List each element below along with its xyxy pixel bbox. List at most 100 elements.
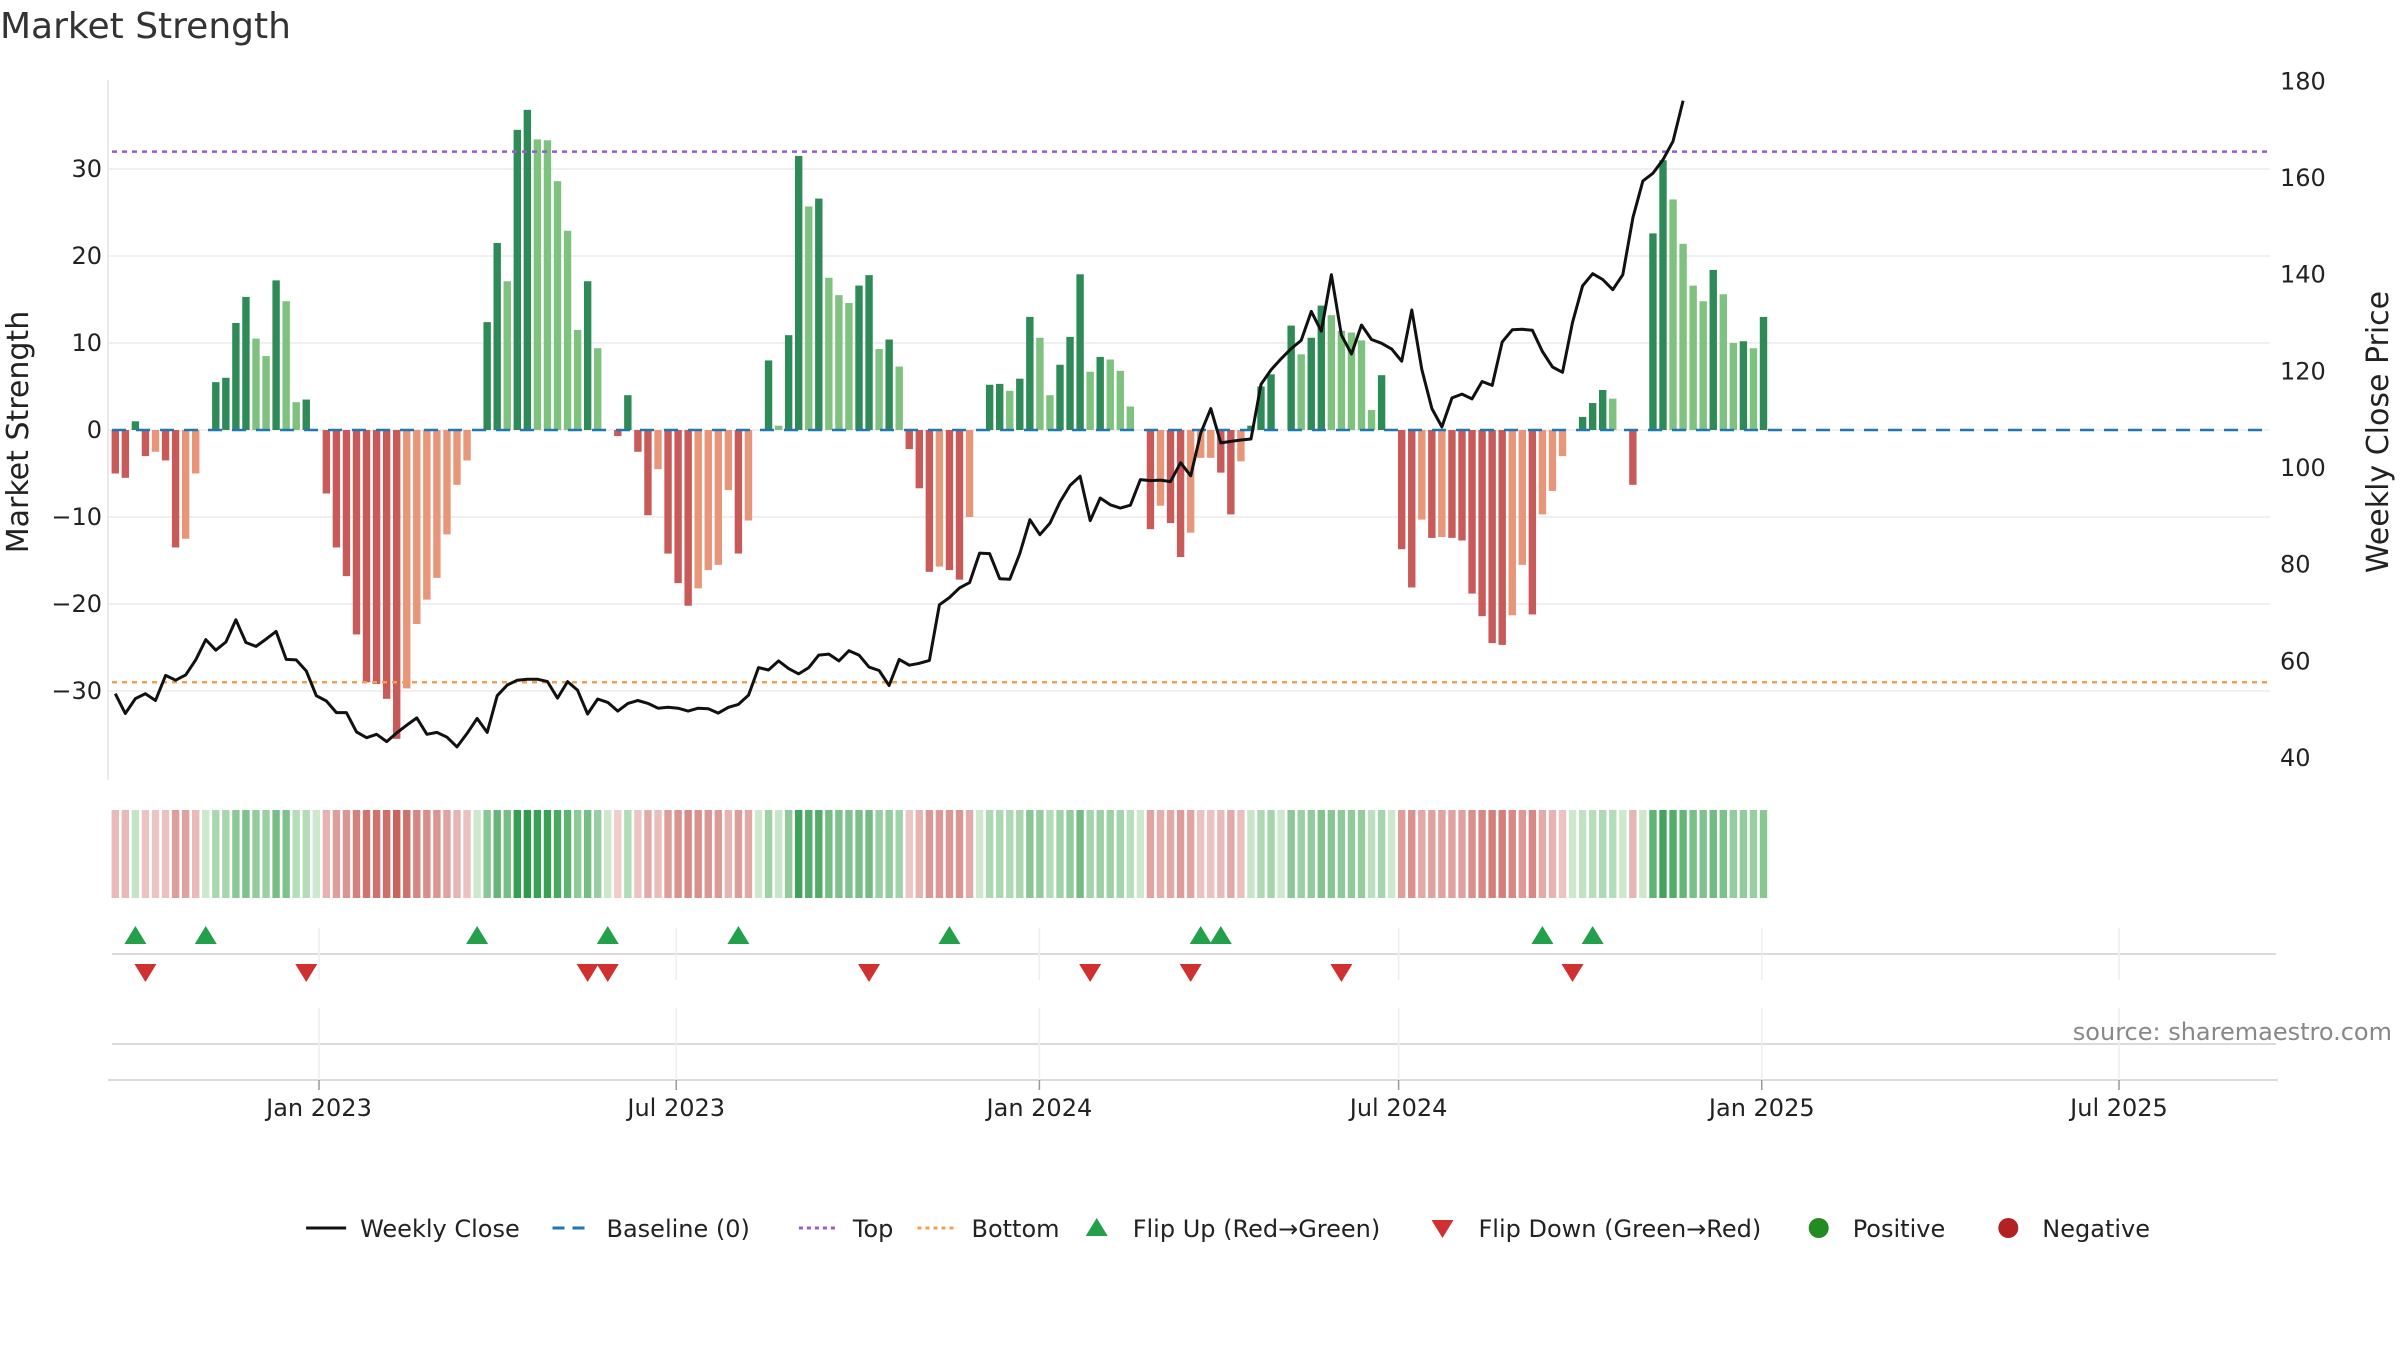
strength-bar — [985, 384, 994, 430]
x-tick-label: Jul 2023 — [625, 1094, 725, 1122]
strength-bar — [774, 425, 783, 430]
x-axis-ticks: Jan 2023 Jul 2023 Jan 2024 Jul 2024 Jan 2025… — [264, 928, 2168, 1122]
heat-cell — [483, 810, 491, 898]
lower-panel — [108, 1043, 2278, 1081]
strength-bar — [865, 275, 873, 430]
heat-cell — [302, 810, 310, 898]
chart-title: Market Strength — [0, 6, 291, 47]
strength-bar — [1046, 395, 1054, 430]
heat-cell — [805, 810, 813, 898]
strength-bar — [1347, 332, 1356, 430]
legend-label: Negative — [2042, 1215, 2150, 1243]
heat-cell — [1659, 810, 1667, 898]
strength-bar — [212, 382, 220, 430]
heat-cell — [1307, 810, 1315, 898]
strength-bar — [242, 296, 250, 430]
y-right-tick-label: 40 — [2280, 744, 2311, 772]
strength-bar — [614, 430, 622, 437]
strength-bar — [805, 206, 813, 430]
strength-bar — [875, 349, 883, 430]
strength-bar — [1367, 409, 1376, 430]
heat-cell — [1729, 810, 1738, 898]
strength-bar — [382, 430, 391, 699]
strength-bar — [1468, 430, 1476, 594]
heat-cell — [181, 810, 190, 898]
heat-cell — [1267, 810, 1275, 898]
strength-bar — [1297, 354, 1305, 430]
heat-cell — [925, 810, 934, 898]
strength-bar — [453, 430, 461, 485]
strength-bar — [483, 322, 491, 430]
heat-cell — [1247, 810, 1255, 898]
legend-label: Top — [852, 1215, 894, 1243]
reference-lines — [112, 150, 2270, 684]
heat-cell — [1237, 810, 1245, 898]
strength-bar — [131, 421, 140, 430]
strength-bar — [644, 430, 652, 516]
strength-bar — [372, 430, 381, 685]
heat-cell — [1699, 810, 1707, 898]
strength-bar — [945, 430, 954, 571]
heat-cell — [1438, 810, 1446, 898]
heat-cell — [865, 810, 873, 898]
y-right-tick-label: 100 — [2280, 454, 2326, 482]
heat-cell — [1739, 810, 1748, 898]
heat-cell — [1488, 810, 1496, 898]
strength-bar — [232, 322, 240, 430]
heat-cell — [594, 810, 602, 898]
heat-cell — [1357, 810, 1366, 898]
strength-bar — [342, 430, 351, 577]
strength-bar — [553, 181, 562, 430]
heat-cell — [634, 810, 642, 898]
heat-cell — [272, 810, 280, 898]
strength-bar — [181, 430, 190, 539]
strength-bar — [704, 430, 712, 571]
heat-cell — [1036, 810, 1044, 898]
heat-cell — [1337, 810, 1346, 898]
strength-bar — [543, 140, 552, 431]
heat-cell — [1609, 810, 1617, 898]
legend-label: Flip Up (Red→Green) — [1133, 1215, 1381, 1243]
y-left-axis-title: Market Strength — [1, 311, 36, 553]
weekly-close-line-group — [113, 100, 1685, 749]
y-left-tick-label: 20 — [71, 242, 102, 270]
heat-strip — [111, 810, 1768, 898]
strength-bar — [1227, 430, 1235, 515]
heat-cell — [1026, 810, 1034, 898]
strength-bar — [895, 366, 903, 430]
heat-cell — [835, 810, 843, 898]
strength-bar — [1166, 430, 1175, 524]
strength-bar — [1508, 430, 1516, 616]
strength-bar — [1448, 430, 1456, 538]
strength-bar — [684, 430, 692, 606]
strength-bar — [1739, 341, 1748, 430]
flip-down-marker — [576, 964, 599, 982]
heat-cell — [262, 810, 270, 898]
heat-cell — [121, 810, 130, 898]
heat-cell — [985, 810, 994, 898]
heat-cell — [1709, 810, 1717, 898]
strength-bar — [161, 430, 170, 461]
strength-bar — [352, 430, 361, 635]
legend-swatch — [1431, 1220, 1454, 1238]
strength-bar — [1197, 430, 1205, 458]
heat-cell — [604, 810, 612, 898]
heat-cell — [423, 810, 431, 898]
heat-cell — [1448, 810, 1456, 898]
strength-bar — [1337, 330, 1346, 430]
strength-bar — [1327, 315, 1336, 430]
strength-bar — [594, 348, 602, 430]
legend-label: Flip Down (Green→Red) — [1479, 1215, 1762, 1243]
heat-cell — [1558, 810, 1567, 898]
flip-up-marker — [466, 926, 489, 944]
heat-cell — [704, 810, 712, 898]
heat-cell — [1649, 810, 1657, 898]
heat-cell — [1639, 810, 1647, 898]
y-right-tick-label: 180 — [2280, 67, 2326, 95]
heat-cell — [1207, 810, 1215, 898]
strength-bar — [1609, 398, 1617, 430]
strength-bar — [744, 430, 753, 521]
heat-cell — [1528, 810, 1537, 898]
strength-bar — [1759, 316, 1768, 430]
